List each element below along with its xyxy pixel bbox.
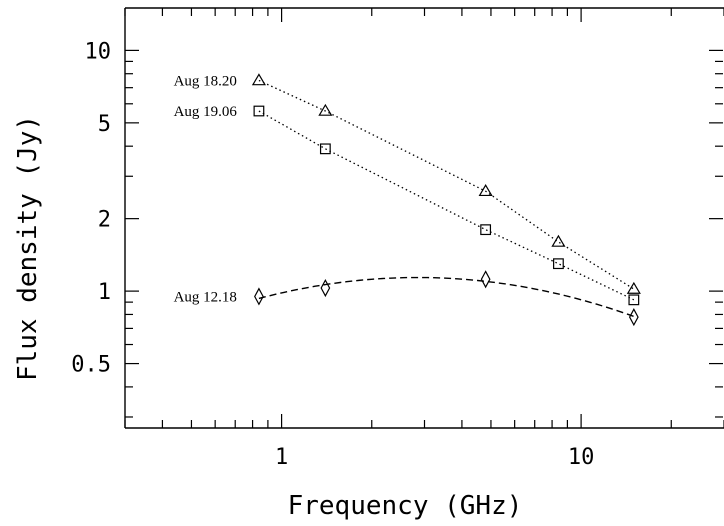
series-triangle-point bbox=[552, 236, 564, 246]
y-tick-label: 2 bbox=[98, 208, 111, 233]
series-label: Aug 12.18 bbox=[174, 289, 237, 305]
series-diamond-point bbox=[481, 271, 489, 287]
x-axis-title: Frequency (GHz) bbox=[288, 491, 523, 521]
x-tick-label: 1 bbox=[275, 445, 288, 470]
series-line bbox=[259, 111, 634, 300]
series-label: Aug 18.20 bbox=[174, 73, 237, 89]
series-label: Aug 19.06 bbox=[174, 104, 238, 120]
series-diamond-point bbox=[630, 309, 638, 325]
series-square-point bbox=[481, 225, 491, 235]
series-diamond-point bbox=[321, 280, 329, 296]
y-tick-label: 0.5 bbox=[71, 353, 111, 378]
axis-ticks bbox=[125, 8, 724, 428]
series-triangle: Aug 18.20 bbox=[174, 73, 640, 293]
series-fit-curve bbox=[259, 278, 634, 317]
series-layer: Aug 18.20 Aug 19.06 Aug 12.18 bbox=[174, 73, 640, 324]
series-triangle-point bbox=[628, 283, 640, 293]
plot-frame bbox=[125, 8, 724, 428]
y-axis-title: Flux density (Jy) bbox=[13, 115, 43, 381]
series-square-point bbox=[321, 144, 331, 154]
series-square: Aug 19.06 bbox=[174, 104, 639, 305]
series-triangle-point bbox=[319, 105, 331, 115]
y-tick-label: 10 bbox=[85, 39, 112, 64]
y-tick-label: 5 bbox=[98, 112, 111, 137]
series-diamond: Aug 12.18 bbox=[174, 271, 638, 324]
tick-labels: 1 10 0.5 1 2 5 10 bbox=[71, 39, 594, 470]
series-triangle-point bbox=[253, 74, 265, 84]
y-tick-label: 1 bbox=[98, 280, 111, 305]
series-square-point bbox=[629, 295, 639, 305]
series-diamond-point bbox=[255, 289, 263, 305]
series-square-point bbox=[554, 259, 564, 269]
series-line bbox=[259, 80, 634, 289]
x-tick-label: 10 bbox=[568, 445, 595, 470]
